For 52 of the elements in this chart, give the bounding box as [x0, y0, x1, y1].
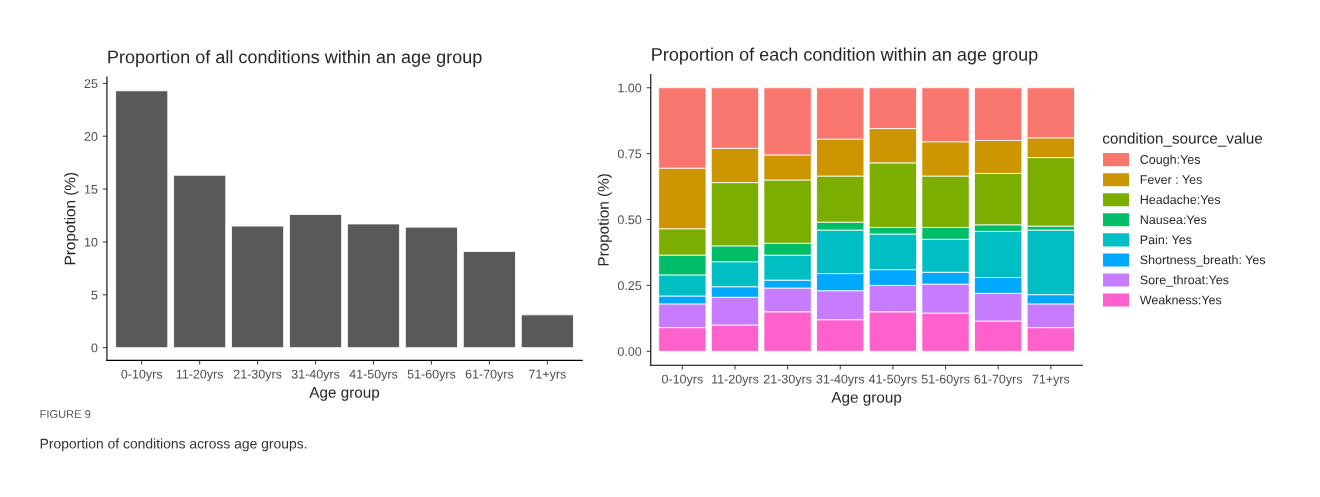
y-tick-label: 0.00 — [617, 347, 642, 356]
y-tick-label: 0.50 — [617, 215, 642, 225]
legend-label: Weakness:Yes — [1139, 295, 1222, 305]
x-tick-label: 51-60yrs — [407, 369, 456, 382]
chart-title: Proportion of all conditions within an age group — [108, 50, 482, 67]
x-tick-label: 0-10yrs — [121, 369, 163, 382]
x-tick-label: 61-70yrs — [465, 369, 514, 382]
y-tick-label: 1.00 — [618, 83, 642, 93]
bar — [115, 90, 169, 349]
y-tick-label: 0.25 — [617, 281, 642, 291]
x-tick-label: 71+yrs — [1032, 374, 1070, 386]
legend-title: condition_source_value — [1102, 132, 1263, 147]
bar — [347, 223, 400, 349]
y-tick-label: 20 — [84, 132, 98, 141]
legend-label: Pain: Yes — [1140, 234, 1192, 245]
legend-label: Shortness_breath: Yes — [1140, 255, 1266, 267]
x-tick-label: 11-20yrs — [176, 369, 224, 382]
x-tick-label: 11-20yrs — [712, 374, 759, 386]
bar — [404, 226, 458, 349]
y-tick-label: 25 — [84, 79, 98, 89]
x-tick-label: 21-30yrs — [233, 369, 282, 382]
x-tick-label: 41-50yrs — [868, 374, 917, 386]
legend-label: Fever : Yes — [1140, 175, 1202, 184]
bar — [231, 225, 285, 349]
bar — [462, 251, 516, 349]
legend-label: Nausea:Yes — [1140, 215, 1207, 225]
legend-label: Headache:Yes — [1140, 194, 1221, 205]
x-tick-label: 0-10yrs — [661, 374, 703, 386]
y-axis-title: Propotion (%) — [64, 172, 79, 265]
chart-title: Proportion of each condition within an age group — [652, 47, 1038, 65]
x-tick-label: 71+yrs — [529, 369, 566, 382]
x-tick-label: 41-50yrs — [349, 369, 398, 382]
y-tick-label: 0.75 — [617, 149, 642, 159]
x-tick-label: 21-30yrs — [763, 374, 812, 386]
y-tick-label: 5 — [91, 290, 98, 300]
caption: FIGURE 9 — [40, 410, 91, 418]
text: Proportion of conditions across age groups. — [40, 438, 307, 452]
legend-label: Sore_throat:Yes — [1140, 275, 1229, 287]
y-tick-label: 15 — [84, 185, 98, 194]
bar — [173, 174, 227, 349]
legend-label: Cough:Yes — [1140, 154, 1201, 167]
x-tick-label: 51-60yrs — [921, 374, 970, 386]
x-tick-label: 31-40yrs — [816, 374, 865, 386]
x-axis-title: Age group — [309, 387, 380, 401]
x-axis-title: Age group — [831, 392, 902, 406]
y-axis-title: Propotion (%) — [597, 174, 612, 266]
x-tick-label: 31-40yrs — [291, 369, 340, 382]
x-tick-label: 61-70yrs — [974, 374, 1023, 386]
y-tick-label: 0 — [91, 343, 98, 353]
bar — [289, 214, 343, 349]
y-tick-label: 10 — [84, 237, 98, 247]
bar — [520, 314, 574, 349]
